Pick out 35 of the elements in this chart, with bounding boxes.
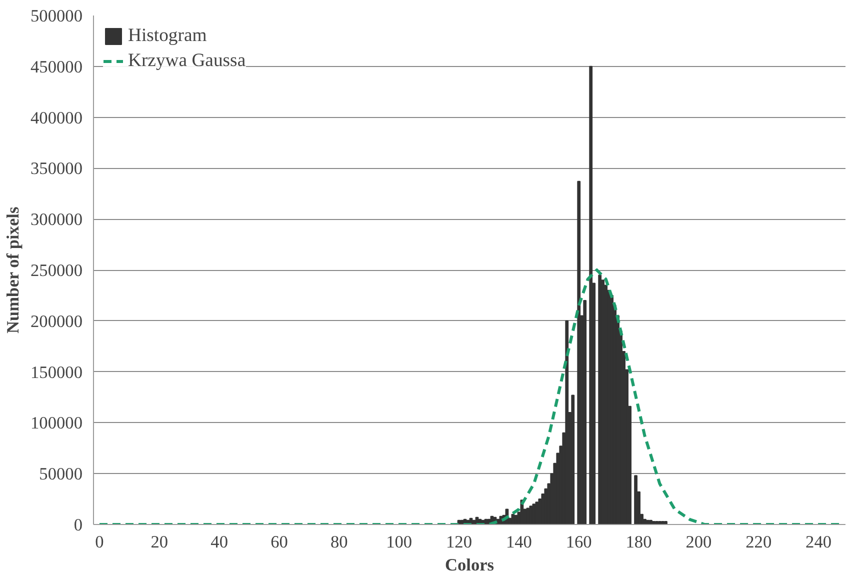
x-tick-label: 200	[686, 532, 712, 552]
bar	[589, 66, 593, 524]
legend-label: Krzywa Gaussa	[128, 50, 246, 72]
x-tick-label: 20	[150, 532, 168, 552]
y-tick-label: 150000	[30, 362, 82, 382]
y-tick-label: 200000	[30, 312, 82, 331]
legend-label: Histogram	[128, 25, 207, 47]
x-tick-label: 220	[746, 532, 772, 552]
x-tick-label: 60	[270, 532, 288, 552]
x-axis-title: Colors	[444, 556, 494, 574]
x-tick-label: 180	[626, 532, 652, 552]
x-tick-label: 80	[330, 532, 348, 552]
x-tick-label: 160	[566, 532, 592, 552]
x-tick-label: 120	[446, 532, 472, 552]
bar	[634, 475, 638, 524]
bar	[565, 320, 569, 524]
bar	[583, 300, 587, 524]
y-tick-label: 450000	[30, 57, 82, 76]
x-tick-label: 140	[506, 532, 532, 552]
bar	[577, 180, 581, 524]
y-tick-label: 500000	[30, 6, 82, 26]
bar	[664, 520, 668, 524]
x-tick-label: 0	[95, 532, 104, 552]
y-tick-label: 250000	[30, 261, 82, 280]
bar	[571, 394, 575, 524]
y-tick-label: 0	[74, 516, 83, 534]
y-axis-title: Number of pixels	[4, 206, 23, 334]
x-tick-label: 240	[806, 532, 832, 552]
x-tick-label: 100	[386, 532, 412, 552]
y-tick-label: 350000	[30, 159, 82, 178]
x-tick-label: 40	[210, 532, 228, 552]
y-tick-label: 100000	[30, 414, 82, 433]
y-tick-label: 50000	[39, 464, 83, 484]
y-tick-label: 300000	[30, 210, 82, 230]
y-tick-label: 400000	[30, 108, 82, 128]
